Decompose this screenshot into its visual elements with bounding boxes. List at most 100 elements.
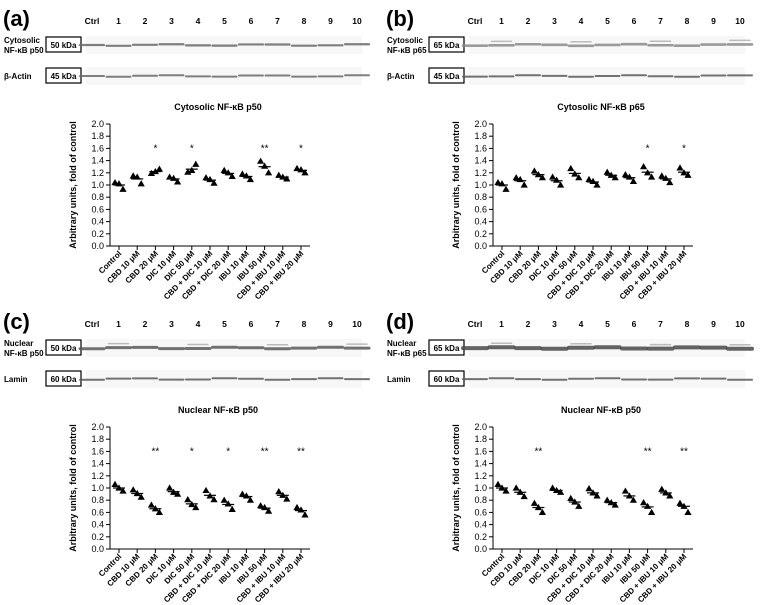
lane-label: 10 <box>352 319 362 329</box>
significance-marker: ** <box>261 143 269 154</box>
y-tick-label: 0.8 <box>91 495 104 505</box>
data-point <box>257 502 265 509</box>
y-tick-label: 1.4 <box>474 156 487 166</box>
data-point <box>658 172 666 179</box>
data-point <box>567 164 575 172</box>
data-point <box>549 173 557 180</box>
panel-letter: (a) <box>3 6 30 31</box>
y-tick-label: 0.2 <box>91 229 104 239</box>
data-point <box>246 175 254 183</box>
data-point <box>621 487 629 494</box>
lane-label: 1 <box>116 319 121 329</box>
data-point <box>666 492 674 499</box>
data-point <box>192 160 200 167</box>
lane-label: Ctrl <box>85 319 100 329</box>
kda-label: 60 kDa <box>51 375 77 384</box>
significance-marker: * <box>682 143 686 154</box>
data-point <box>684 171 692 178</box>
lane-label: 7 <box>658 16 663 26</box>
data-point <box>184 495 192 503</box>
blot-row-label: β-Actin <box>4 72 32 81</box>
data-point <box>283 495 291 502</box>
lane-label: 9 <box>711 16 716 26</box>
lane-label: 4 <box>196 319 201 329</box>
panel-letter: (b) <box>386 6 414 31</box>
lane-label: 2 <box>143 16 148 26</box>
blot-row-label: Nuclear <box>4 339 33 348</box>
lane-label: Ctrl <box>468 16 483 26</box>
chart-title: Nuclear NF-κB p50 <box>178 405 258 415</box>
panel-b: (b) Ctrl 1 2 3 4 5 6 7 8 9 10 Cytosolic NF-κB p65 65 k… <box>383 0 766 302</box>
blot-row-label: NF-κB p65 <box>387 349 427 358</box>
data-point <box>119 487 127 494</box>
significance-marker: * <box>190 446 194 457</box>
blot-row-label: NF-κB p65 <box>387 46 427 55</box>
data-point <box>575 174 583 181</box>
blot-row-label: Cytosolic <box>4 36 41 45</box>
y-tick-label: 0.2 <box>91 532 104 542</box>
panel-c: (c) Ctrl 1 2 3 4 5 6 7 8 9 10 Nuclear NF-κB p50 50 kDa… <box>0 303 383 605</box>
lane-label: 2 <box>526 16 531 26</box>
data-point <box>629 496 637 503</box>
kda-label: 45 kDa <box>51 72 77 81</box>
data-point <box>494 178 502 186</box>
data-point <box>603 168 611 175</box>
data-point <box>549 484 557 491</box>
data-point <box>640 499 648 506</box>
data-point <box>658 485 666 492</box>
data-point <box>275 488 283 495</box>
y-tick-label: 0.8 <box>474 192 487 202</box>
y-tick-label: 0.4 <box>474 520 487 530</box>
data-point <box>265 169 273 176</box>
data-point <box>538 508 546 515</box>
significance-marker: ** <box>644 446 652 457</box>
data-point <box>603 496 611 503</box>
y-tick-label: 0.8 <box>474 495 487 505</box>
data-point <box>502 185 510 192</box>
y-tick-label: 1.0 <box>474 180 487 190</box>
lane-label: 9 <box>328 16 333 26</box>
y-tick-label: 2.0 <box>91 422 104 432</box>
blot-row-label: Cytosolic <box>387 36 424 45</box>
lane-label: 3 <box>169 319 174 329</box>
y-tick-label: 0.0 <box>474 241 487 251</box>
data-point <box>593 492 601 499</box>
blot-row-label: Lamin <box>387 375 411 384</box>
y-tick-label: 1.0 <box>474 483 487 493</box>
data-point <box>129 486 137 493</box>
data-point <box>147 501 155 508</box>
data-point <box>265 507 273 514</box>
y-tick-label: 0.6 <box>91 204 104 214</box>
data-point <box>246 496 254 503</box>
lane-label: 1 <box>116 16 121 26</box>
y-tick-label: 1.0 <box>91 180 104 190</box>
y-tick-label: 1.2 <box>474 471 487 481</box>
y-tick-label: 1.8 <box>474 131 487 141</box>
lane-label: 4 <box>579 16 584 26</box>
y-tick-label: 1.4 <box>474 459 487 469</box>
data-point <box>520 181 528 188</box>
data-point <box>137 493 145 500</box>
data-point <box>293 503 301 511</box>
data-point <box>147 169 155 177</box>
data-point <box>238 490 246 497</box>
kda-label: 45 kDa <box>434 72 460 81</box>
data-point <box>111 480 119 487</box>
data-point <box>228 505 236 512</box>
lane-label: 5 <box>605 16 610 26</box>
data-point <box>202 174 210 181</box>
data-point <box>155 165 163 172</box>
y-tick-label: 1.6 <box>474 446 487 456</box>
data-point <box>585 175 593 183</box>
lane-label: 4 <box>579 319 584 329</box>
panel-letter: (c) <box>3 309 30 334</box>
data-point <box>220 166 228 173</box>
lane-label: 10 <box>735 319 745 329</box>
data-point <box>129 172 137 179</box>
data-point <box>166 484 174 491</box>
data-point <box>210 179 218 186</box>
data-point <box>155 508 163 515</box>
chart-title: Nuclear NF-κB p50 <box>561 405 641 415</box>
